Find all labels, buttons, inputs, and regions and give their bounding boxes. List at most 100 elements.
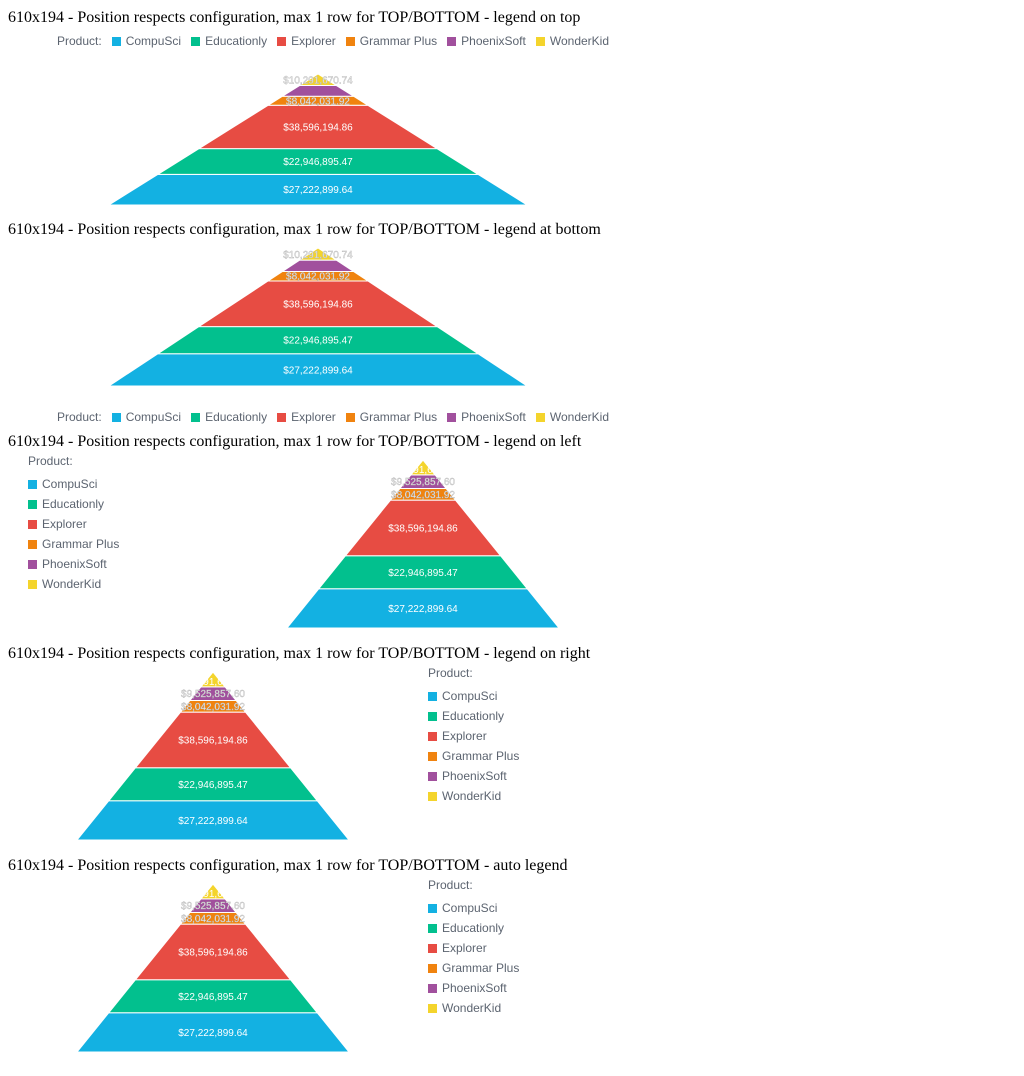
legend-item-educationly[interactable]: Educationly (428, 706, 519, 726)
section-title: 610x194 - Position respects configuratio… (8, 221, 601, 238)
data-label-grammar-plus: $8,042,031.92 (286, 272, 350, 283)
legend-label: Explorer (42, 517, 87, 531)
data-label-wonderkid: $10,291,670.74 (178, 889, 248, 900)
data-label-educationly: $22,946,895.47 (178, 992, 248, 1003)
legend-item-educationly[interactable]: Educationly (28, 494, 119, 514)
legend-item-compusci[interactable]: CompuSci (28, 474, 119, 494)
legend-item-explorer[interactable]: Explorer (28, 514, 119, 534)
pyramid-segment-wonderkid[interactable] (199, 671, 227, 688)
legend-item-grammar-plus[interactable]: Grammar Plus (428, 746, 519, 766)
legend-item-wonderkid[interactable]: WonderKid (428, 998, 519, 1018)
legend-item-wonderkid[interactable]: WonderKid (428, 786, 519, 806)
legend-swatch (191, 412, 201, 422)
legend-swatch (447, 412, 457, 422)
data-label-compusci: $27,222,899.64 (178, 816, 248, 827)
data-label-grammar-plus: $8,042,031.92 (181, 914, 245, 925)
legend-label: Grammar Plus (42, 537, 120, 551)
legend-label: Educationly (442, 709, 505, 723)
data-label-explorer: $38,596,194.86 (388, 523, 458, 534)
legend-swatch (277, 412, 287, 422)
data-label-compusci: $27,222,899.64 (388, 604, 458, 615)
legend-swatch (345, 36, 355, 46)
pyramid-segment-wonderkid[interactable] (409, 459, 437, 476)
legend-swatch (428, 923, 437, 933)
legend-swatch (277, 36, 287, 46)
chart-section-top: 610x194 - Position respects configuratio… (8, 8, 1018, 220)
legend-label: Grammar Plus (359, 410, 438, 424)
data-label-grammar-plus: $8,042,031.92 (286, 96, 350, 107)
data-label-educationly: $22,946,895.47 (388, 568, 458, 579)
legend-item-phoenixsoft[interactable]: PhoenixSoft (428, 978, 519, 998)
pyramid-segment-wonderkid[interactable] (297, 247, 339, 261)
legend-item-phoenixsoft[interactable]: PhoenixSoft (447, 34, 526, 48)
data-label-wonderkid: $10,291,670.74 (283, 76, 353, 87)
data-label-phoenixsoft: $9,525,857.60 (181, 689, 245, 700)
legend-swatch (428, 963, 437, 973)
legend-label: WonderKid (442, 789, 502, 803)
legend-label: PhoenixSoft (42, 557, 107, 571)
pyramid-chart: $27,222,899.64 $22,946,895.47 $38,596,194.… (107, 73, 529, 206)
legend-title: Product: (57, 34, 102, 48)
legend: Product: CompuSci Educationly Explorer Gramm… (57, 33, 619, 49)
legend-item-wonderkid[interactable]: WonderKid (535, 410, 609, 424)
legend-label: Educationly (442, 921, 505, 935)
legend-swatch (535, 412, 545, 422)
pyramid-segment-phoenixsoft[interactable] (280, 85, 356, 97)
legend-title: Product: (428, 666, 473, 680)
legend-item-explorer[interactable]: Explorer (277, 410, 336, 424)
legend-item-grammar-plus[interactable]: Grammar Plus (345, 410, 438, 424)
data-label-wonderkid: $10,291,670.74 (388, 465, 458, 476)
legend-label: CompuSci (42, 477, 98, 491)
legend-item-compusci[interactable]: CompuSci (428, 686, 519, 706)
data-label-explorer: $38,596,194.86 (178, 735, 248, 746)
legend-item-wonderkid[interactable]: WonderKid (535, 34, 610, 48)
legend-item-grammar-plus[interactable]: Grammar Plus (28, 534, 119, 554)
legend-item-grammar-plus[interactable]: Grammar Plus (345, 34, 437, 48)
legend-item-phoenixsoft[interactable]: PhoenixSoft (428, 766, 519, 786)
data-label-wonderkid: $10,291,670.74 (283, 250, 353, 261)
legend-item-explorer[interactable]: Explorer (428, 938, 519, 958)
legend-label: CompuSci (442, 689, 498, 703)
legend-item-phoenixsoft[interactable]: PhoenixSoft (28, 554, 119, 574)
section-title: 610x194 - Position respects configuratio… (8, 645, 591, 662)
chart-section-left: 610x194 - Position respects configuratio… (8, 432, 1018, 644)
legend-label: WonderKid (549, 34, 610, 48)
legend-item-explorer[interactable]: Explorer (428, 726, 519, 746)
legend-item-explorer[interactable]: Explorer (277, 34, 336, 48)
legend-swatch (428, 983, 437, 993)
legend-swatch (28, 559, 37, 569)
pyramid-segment-wonderkid[interactable] (297, 73, 339, 87)
data-label-compusci: $27,222,899.64 (178, 1028, 248, 1039)
legend-swatch (28, 519, 37, 529)
legend-title: Product: (28, 454, 73, 468)
data-label-educationly: $22,946,895.47 (283, 157, 353, 168)
legend-swatch (428, 903, 437, 913)
pyramid-segment-wonderkid[interactable] (199, 883, 227, 900)
pyramid-chart: $27,222,899.64 $22,946,895.47 $38,596,194.… (75, 671, 351, 841)
chart-section-right: 610x194 - Position respects configuratio… (8, 856, 1018, 1068)
data-label-educationly: $22,946,895.47 (283, 336, 353, 347)
legend-swatch (428, 691, 437, 701)
legend-item-compusci[interactable]: CompuSci (111, 410, 181, 424)
legend-swatch (535, 36, 545, 46)
legend-item-wonderkid[interactable]: WonderKid (28, 574, 119, 594)
pyramid-chart: $27,222,899.64 $22,946,895.47 $38,596,194.… (285, 459, 561, 629)
legend-swatch (428, 711, 437, 721)
data-label-grammar-plus: $8,042,031.92 (391, 490, 455, 501)
legend-item-compusci[interactable]: CompuSci (428, 898, 519, 918)
legend-item-educationly[interactable]: Educationly (191, 34, 267, 48)
legend-label: WonderKid (442, 1001, 502, 1015)
pyramid-chart: $27,222,899.64 $22,946,895.47 $38,596,194.… (75, 883, 351, 1053)
legend-item-compusci[interactable]: CompuSci (111, 34, 181, 48)
legend-item-grammar-plus[interactable]: Grammar Plus (428, 958, 519, 978)
legend-item-educationly[interactable]: Educationly (428, 918, 519, 938)
section-title: 610x194 - Position respects configuratio… (8, 433, 582, 450)
legend-item-phoenixsoft[interactable]: PhoenixSoft (447, 410, 526, 424)
chart-section-bottom: 610x194 - Position respects configuratio… (8, 220, 1018, 432)
legend-swatch (428, 751, 437, 761)
pyramid-segment-phoenixsoft[interactable] (280, 259, 356, 272)
legend-item-educationly[interactable]: Educationly (191, 410, 267, 424)
legend-label: Explorer (442, 941, 487, 955)
legend: Product: CompuSci Educationly Explorer Gramm… (428, 666, 519, 806)
legend-swatch (28, 499, 37, 509)
